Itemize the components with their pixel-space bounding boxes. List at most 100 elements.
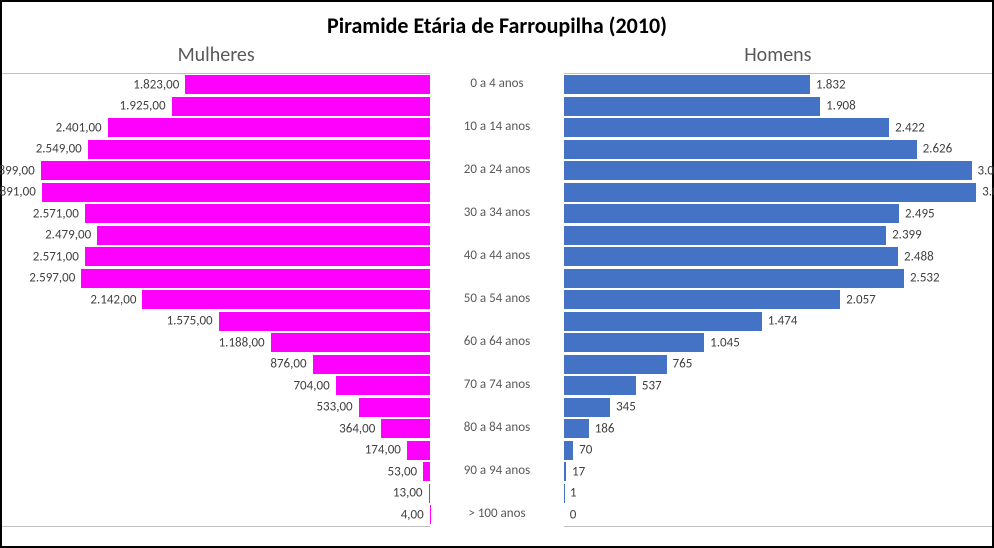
age-category-label: 10 a 14 anos (430, 116, 563, 138)
men-row: 2.399 (564, 225, 992, 247)
women-row: 2.597,00 (2, 268, 430, 290)
men-row: 537 (564, 375, 992, 397)
age-category-label: 0 a 4 anos (430, 73, 563, 95)
men-row: 2.488 (564, 246, 992, 268)
men-bar (564, 290, 840, 309)
women-value-label: 13,00 (393, 486, 423, 501)
women-value-label: 1.188,00 (219, 335, 265, 350)
men-value-label: 1.045 (710, 335, 740, 350)
men-value-label: 537 (642, 378, 662, 393)
age-category-label: 80 a 84 anos (430, 417, 563, 439)
subtitle-men: Homens (564, 43, 992, 67)
category-column: 0 a 4 anos 10 a 14 anos 20 a 24 anos 30 a 3… (430, 73, 563, 527)
pyramid-chart: 1.823,00 1.925,00 2.401,00 2.549,002.899,00… (2, 73, 992, 527)
men-value-label: 186 (595, 421, 615, 436)
men-value-label: 70 (579, 443, 592, 458)
age-category-label (430, 181, 563, 203)
women-bar (359, 398, 431, 417)
men-value-label: 2.532 (910, 271, 940, 286)
women-bar (41, 161, 431, 180)
men-bar (564, 419, 589, 438)
women-bar (423, 462, 430, 481)
men-row: 0 (564, 504, 992, 526)
men-bar (564, 97, 820, 116)
men-value-label: 1.832 (816, 77, 846, 92)
women-value-label: 704,00 (293, 378, 329, 393)
women-value-label: 2.479,00 (45, 228, 91, 243)
women-value-label: 174,00 (365, 443, 401, 458)
women-value-label: 1.925,00 (120, 99, 166, 114)
women-value-label: 1.823,00 (133, 77, 179, 92)
women-bar (108, 118, 431, 137)
women-row: 876,00 (2, 354, 430, 376)
men-value-label: 1 (570, 486, 577, 501)
age-category-label (430, 267, 563, 289)
men-row: 1.908 (564, 96, 992, 118)
women-row: 2.479,00 (2, 225, 430, 247)
women-value-label: 4,00 (401, 507, 424, 522)
women-bar (313, 355, 431, 374)
men-row: 2.422 (564, 117, 992, 139)
men-bar (564, 118, 889, 137)
men-bar (564, 75, 810, 94)
men-bar (564, 355, 667, 374)
men-row: 1 (564, 483, 992, 505)
men-value-label: 2.399 (892, 228, 922, 243)
men-bar (564, 398, 610, 417)
men-bar (564, 226, 886, 245)
men-value-label: 1.474 (768, 314, 798, 329)
women-bar (381, 419, 430, 438)
women-row: 2.571,00 (2, 246, 430, 268)
age-category-label: 30 a 34 anos (430, 202, 563, 224)
women-value-label: 364,00 (339, 421, 375, 436)
women-value-label: 2.549,00 (36, 142, 82, 157)
men-row: 3.069 (564, 182, 992, 204)
women-bar (81, 269, 430, 288)
age-category-label: 70 a 74 anos (430, 374, 563, 396)
subtitle-women: Mulheres (2, 43, 430, 67)
women-bar (271, 333, 431, 352)
subtitle-row: Mulheres Homens (2, 43, 992, 73)
women-row: 2.401,00 (2, 117, 430, 139)
women-bar (85, 247, 430, 266)
men-value-label: 765 (673, 357, 693, 372)
women-bar (42, 183, 430, 202)
men-value-label: 2.422 (895, 120, 925, 135)
women-bar (97, 226, 430, 245)
men-row: 2.495 (564, 203, 992, 225)
women-row: 533,00 (2, 397, 430, 419)
women-value-label: 53,00 (388, 464, 418, 479)
women-row: 1.925,00 (2, 96, 430, 118)
women-bar (88, 140, 431, 159)
men-value-label: 3.035 (978, 163, 994, 178)
men-bar (564, 161, 972, 180)
women-bar (219, 312, 431, 331)
women-value-label: 1.575,00 (167, 314, 213, 329)
women-value-label: 2.891,00 (0, 185, 36, 200)
age-category-label (430, 95, 563, 117)
women-bar (185, 75, 430, 94)
age-category-label (430, 353, 563, 375)
men-row: 2.532 (564, 268, 992, 290)
men-bar (564, 312, 762, 331)
women-row: 364,00 (2, 418, 430, 440)
age-category-label (430, 310, 563, 332)
women-row: 53,00 (2, 461, 430, 483)
men-bar (564, 183, 976, 202)
women-value-label: 2.401,00 (56, 120, 102, 135)
age-category-label: 20 a 24 anos (430, 159, 563, 181)
men-row: 1.045 (564, 332, 992, 354)
women-value-label: 2.899,00 (0, 163, 35, 178)
women-bar (407, 441, 430, 460)
women-value-label: 2.571,00 (33, 249, 79, 264)
women-row: 2.571,00 (2, 203, 430, 225)
women-column: 1.823,00 1.925,00 2.401,00 2.549,002.899,00… (2, 73, 430, 527)
women-row: 4,00 (2, 504, 430, 526)
women-value-label: 533,00 (316, 400, 352, 415)
men-row: 2.626 (564, 139, 992, 161)
men-value-label: 1.908 (826, 99, 856, 114)
men-value-label: 2.495 (905, 206, 935, 221)
men-value-label: 2.057 (846, 292, 876, 307)
men-row: 765 (564, 354, 992, 376)
men-value-label: 2.488 (904, 249, 934, 264)
